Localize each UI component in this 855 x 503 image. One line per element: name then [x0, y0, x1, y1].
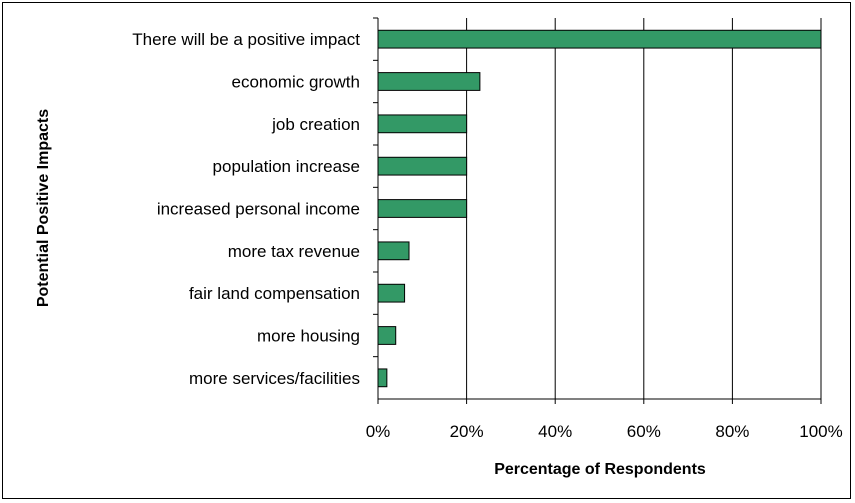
category-label: fair land compensation — [189, 284, 360, 303]
x-axis-title: Percentage of Respondents — [494, 461, 706, 478]
category-label: more tax revenue — [228, 242, 360, 261]
category-label: population increase — [213, 157, 360, 176]
x-tick-label: 60% — [627, 422, 661, 441]
category-label: job creation — [271, 115, 360, 134]
x-tick-label: 40% — [538, 422, 572, 441]
category-label: There will be a positive impact — [132, 30, 360, 49]
bar — [377, 326, 397, 345]
category-label: economic growth — [231, 73, 360, 92]
y-axis-title: Potential Positive Impacts — [35, 109, 52, 307]
category-label: more services/facilities — [189, 369, 360, 388]
category-label: increased personal income — [157, 200, 360, 219]
bar — [377, 368, 388, 388]
x-tick-label: 80% — [715, 422, 749, 441]
x-tick-label: 20% — [450, 422, 484, 441]
bar — [377, 156, 468, 176]
bar — [377, 283, 406, 303]
bar — [377, 241, 410, 261]
x-tick-label: 0% — [366, 422, 391, 441]
bar — [377, 72, 481, 91]
bar — [377, 199, 468, 218]
category-label: more housing — [257, 327, 360, 346]
bar — [377, 29, 822, 49]
x-tick-label: 100% — [799, 422, 842, 441]
bar — [377, 114, 468, 134]
